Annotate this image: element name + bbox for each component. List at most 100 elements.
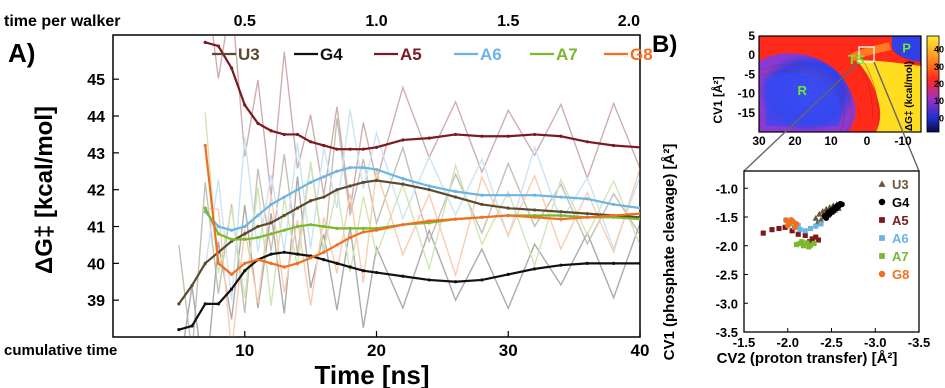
data-point	[229, 287, 234, 291]
colorbar-ticks: 40 30 20 10 0	[934, 45, 944, 124]
scatter-point-g8	[784, 222, 791, 229]
scatter-point-a7	[806, 244, 812, 250]
contour-lines	[761, 49, 921, 132]
data-point	[480, 202, 484, 207]
walker-trace	[212, 35, 640, 210]
data-point	[612, 213, 616, 218]
panel-b: B) R TS P 5 0 -5 -10 -15 30 20 10 0 -10 CV1 [Å²]	[652, 29, 944, 367]
heatmap-x-tick-label: 0	[864, 134, 871, 148]
data-point	[585, 140, 589, 144]
region-label: P	[902, 41, 911, 56]
scatter-legend-label-u3: U3	[892, 177, 909, 192]
data-point	[216, 261, 220, 265]
bottom-axis-note: cumulative time	[4, 342, 117, 359]
top-axis-ticks: 0.5 1.0 1.5 2.0	[234, 13, 641, 41]
data-point	[585, 212, 589, 216]
scatter-point-a5	[789, 228, 795, 234]
data-point	[348, 235, 352, 240]
y-tick-label: 41	[87, 220, 105, 237]
data-point	[295, 224, 300, 229]
scatter-legend: U3 G4 A5 A6 A7 G8	[878, 177, 910, 282]
legend-label-u3: U3	[238, 45, 260, 64]
scatter-point-a7	[811, 240, 817, 247]
data-point	[322, 258, 326, 262]
data-point	[335, 226, 339, 230]
panel-a-label: A)	[8, 38, 35, 68]
data-point	[427, 188, 431, 192]
series-line-a5	[204, 41, 640, 151]
data-point	[282, 228, 286, 232]
data-point	[243, 103, 247, 107]
top-tick-label: 2.0	[618, 13, 640, 30]
data-point	[203, 40, 207, 44]
data-point	[309, 199, 313, 203]
data-point	[216, 44, 220, 48]
data-point	[295, 261, 300, 265]
colorbar-tick-label: 20	[934, 79, 944, 89]
data-point	[480, 193, 484, 197]
data-point	[374, 145, 379, 149]
data-point	[190, 283, 194, 288]
top-tick-label: 0.5	[234, 13, 256, 30]
panel-b-label: B)	[652, 31, 677, 58]
data-point	[282, 213, 286, 218]
legend-marker	[878, 180, 886, 187]
data-point	[335, 188, 339, 192]
data-point	[361, 230, 365, 234]
data-point	[401, 223, 405, 227]
data-point	[216, 302, 220, 306]
data-point	[506, 206, 510, 210]
colorbar-tick-label: 40	[934, 45, 944, 55]
data-point	[348, 265, 352, 269]
scatter-x-tick-label: -1.5	[733, 335, 755, 350]
data-point	[256, 213, 260, 218]
scatter-point-g8	[788, 216, 795, 223]
heatmap-y-tick-label: -10	[738, 87, 756, 101]
scatter-point-u3	[817, 216, 825, 223]
scatter-point-a5	[809, 236, 815, 242]
data-point	[282, 265, 286, 269]
scatter-legend-label-a6: A6	[892, 231, 909, 246]
data-point	[361, 269, 365, 273]
data-point	[295, 206, 300, 210]
data-point	[269, 221, 273, 225]
data-point	[269, 261, 273, 265]
data-point	[229, 228, 234, 232]
series-line-g8	[204, 145, 640, 276]
x-ticks: 10 20 30 40	[235, 331, 649, 360]
plot-area-a	[112, 34, 641, 338]
scatter-x-tick-label: -3.0	[864, 335, 886, 350]
data-point	[612, 261, 616, 265]
data-point	[309, 180, 313, 184]
scatter-y-tick-label: -1.5	[716, 210, 738, 225]
scatter-point-a6	[807, 225, 814, 232]
scatter-point-a7	[799, 239, 805, 245]
series-lines	[177, 40, 640, 332]
series-line-g4	[178, 251, 640, 331]
data-point	[585, 215, 589, 219]
data-point	[203, 143, 207, 148]
data-point	[229, 272, 234, 276]
scatter-point-a5	[807, 239, 813, 245]
legend-marker	[878, 198, 886, 206]
y-tick-label: 43	[87, 146, 105, 163]
data-point	[585, 197, 589, 201]
y-tick-label: 45	[87, 72, 105, 89]
data-point	[216, 232, 220, 236]
data-point	[256, 258, 260, 262]
data-point	[506, 193, 510, 197]
panel-a: A) time per walker 0.5 1.0 1.5 2.0 ΔG‡ [kca…	[4, 13, 653, 388]
x-tick-label: 30	[499, 341, 518, 360]
y-tick-label: 39	[87, 293, 105, 310]
data-point	[177, 328, 181, 332]
scatter-y-tick-label: -3.0	[716, 296, 738, 311]
data-point	[269, 202, 273, 207]
legend-marker	[879, 253, 885, 259]
legend-label-a7: A7	[556, 45, 578, 64]
data-point	[374, 270, 379, 275]
data-point	[638, 212, 640, 216]
zoom-line-left	[743, 61, 860, 172]
data-point	[322, 250, 326, 254]
data-point	[533, 193, 537, 197]
